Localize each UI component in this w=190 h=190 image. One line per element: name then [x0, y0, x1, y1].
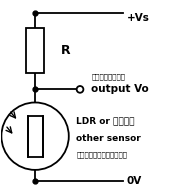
Circle shape: [1, 102, 69, 170]
Circle shape: [77, 86, 83, 93]
Bar: [28, 116, 43, 157]
Text: output Vo: output Vo: [91, 84, 149, 94]
Text: เอาท์พุท: เอาท์พุท: [91, 73, 125, 80]
Text: เซนเซอร์อื่น: เซนเซอร์อื่น: [76, 152, 127, 158]
Text: +Vs: +Vs: [127, 13, 150, 23]
Text: 0V: 0V: [127, 176, 142, 186]
Text: LDR or หรือ: LDR or หรือ: [76, 117, 135, 126]
Bar: [26, 28, 44, 73]
Text: R: R: [61, 44, 71, 57]
Text: other sensor: other sensor: [76, 134, 141, 142]
